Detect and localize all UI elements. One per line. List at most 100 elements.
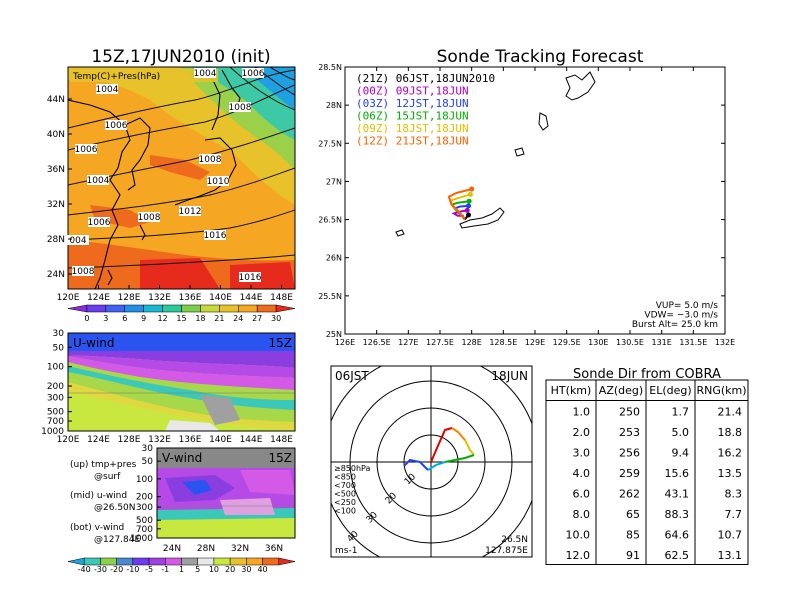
table-cell: 62.5 xyxy=(665,549,690,562)
map-lon-tick: 148E xyxy=(270,293,293,303)
table-cell: 12.0 xyxy=(566,549,591,562)
uwind-lon-tick: 148E xyxy=(270,435,293,445)
isobar-label: 1006 xyxy=(105,121,128,131)
track-lat-tick: 28.5N xyxy=(318,63,342,72)
table-cell: 1.0 xyxy=(573,406,591,419)
isobar-label-bg xyxy=(194,68,216,78)
temp-colorbar-cell xyxy=(181,304,201,313)
track-series-endpoint xyxy=(469,186,475,192)
track-title: Sonde Tracking Forecast xyxy=(437,47,644,67)
track-series-endpoint xyxy=(466,212,471,218)
vwind-pres-tick: 700 xyxy=(136,525,153,535)
table-cell: 4.0 xyxy=(573,467,591,480)
legend-note: (mid) u-wind xyxy=(70,491,127,501)
temp-colorbar-cell xyxy=(67,304,88,313)
table-cell: 43.1 xyxy=(665,488,690,501)
map-frame xyxy=(67,66,296,290)
table-cell: 259 xyxy=(619,467,640,480)
track-islands xyxy=(395,71,596,237)
wind-colorbar-cell xyxy=(246,557,263,566)
temp-colorbar-cell xyxy=(124,304,144,313)
isobar-label-bg xyxy=(96,84,118,94)
wind-colorbar-cell xyxy=(165,557,182,566)
wind-colorbar-cell xyxy=(197,557,215,566)
table-cell: 65 xyxy=(626,508,640,521)
uwind-label: U-wind xyxy=(73,336,114,350)
isobar-label-bg xyxy=(87,175,109,185)
wind-colorbar-cell xyxy=(213,557,231,566)
track-lat-tick: 26N xyxy=(326,254,342,263)
wind-colorbar-label: -40 xyxy=(78,565,91,574)
table-cell: 13.1 xyxy=(718,549,743,562)
wind-colorbar xyxy=(67,557,296,566)
wind-colorbar-cell xyxy=(262,557,280,566)
table-cell: 256 xyxy=(619,447,640,460)
table-cell: 2.0 xyxy=(573,426,591,439)
isobar-label-bg xyxy=(138,212,160,222)
uwind-pres-tick: 30 xyxy=(53,329,65,339)
vwind-time: 15Z xyxy=(269,451,293,465)
isobar-label: 1016 xyxy=(239,273,262,283)
temp-colorbar-label: 18 xyxy=(195,314,205,323)
track-legend-entry: (06Z) 15JST,18JUN xyxy=(356,110,469,123)
table-cell: 91 xyxy=(626,549,640,562)
uwind-time: 15Z xyxy=(269,336,293,350)
track-lat-tick: 27.5N xyxy=(318,139,342,148)
wind-colorbar-cell xyxy=(181,557,198,566)
isobar-label-bg xyxy=(242,68,264,78)
uwind-lon-tick: 136E xyxy=(179,435,202,445)
map-lat-tick: 44N xyxy=(47,95,65,105)
uwind-pres-tick: 100 xyxy=(47,363,64,373)
track-lat-tick: 28N xyxy=(326,101,342,110)
uwind-lon-tick: 128E xyxy=(118,435,141,445)
vwind-lat-tick: 32N xyxy=(231,544,249,554)
track-param: Burst Alt= 25.0 km xyxy=(632,320,718,330)
isobar-label-bg xyxy=(207,176,229,186)
uwind-pres-tick: 700 xyxy=(47,417,64,427)
track-legend-entry: (12Z) 21JST,18JUN xyxy=(356,135,469,148)
table-header-cell: RNG(km) xyxy=(696,384,746,397)
hodograph-lon: 127.875E xyxy=(485,546,528,556)
temperature-colorbar xyxy=(67,304,296,313)
temp-colorbar-cell xyxy=(143,304,163,313)
map-lon-tick: 124E xyxy=(87,293,110,303)
temp-colorbar-label: 12 xyxy=(157,314,167,323)
track-series-endpoint xyxy=(467,191,473,197)
temp-colorbar-cell xyxy=(219,304,239,313)
uwind-field xyxy=(68,333,295,431)
hodograph-level-entry: <100 xyxy=(334,507,356,516)
wind-colorbar-label: -20 xyxy=(110,565,123,574)
temp-colorbar-label: 9 xyxy=(141,314,146,323)
temp-colorbar-cell xyxy=(105,304,126,313)
track-lon-tick: 127.5E xyxy=(426,338,454,347)
vwind-frame xyxy=(156,447,296,539)
wind-colorbar-label: -5 xyxy=(145,565,153,574)
table-cell: 10.7 xyxy=(718,529,743,542)
legend-note: (bot) v-wind xyxy=(70,523,124,533)
table-cell: 262 xyxy=(619,488,640,501)
table-cell: 85 xyxy=(626,529,640,542)
hodograph-level-entry: <700 xyxy=(334,481,356,490)
isobar-label: 1006 xyxy=(242,69,265,79)
wind-colorbar-cell xyxy=(100,557,117,566)
table-cell: 21.4 xyxy=(718,406,743,419)
temp-colorbar-cell xyxy=(86,304,107,313)
hodograph-left-label: 06JST xyxy=(335,369,369,383)
isobar-label: 1004 xyxy=(96,85,119,95)
track-lon-tick: 132E xyxy=(715,338,735,347)
track-lon-tick: 127E xyxy=(398,338,418,347)
uwind-lon-tick: 140E xyxy=(209,435,232,445)
temp-colorbar-cell xyxy=(275,304,296,313)
isobar-label-bg xyxy=(88,217,110,227)
wind-colorbar-label: -1 xyxy=(161,565,169,574)
isobar-label: 1004 xyxy=(87,176,110,186)
wind-colorbar-label: 20 xyxy=(225,565,235,574)
map-lat-tick: 32N xyxy=(47,200,65,210)
temp-colorbar-label: 0 xyxy=(84,314,89,323)
vwind-pres-tick: 200 xyxy=(136,493,153,503)
temp-colorbar-label: 15 xyxy=(176,314,186,323)
temp-colorbar-label: 24 xyxy=(233,314,243,323)
isobar-label: 1008 xyxy=(229,103,252,113)
track-lat-tick: 27N xyxy=(326,177,342,186)
vwind-lat-tick: 36N xyxy=(265,544,283,554)
